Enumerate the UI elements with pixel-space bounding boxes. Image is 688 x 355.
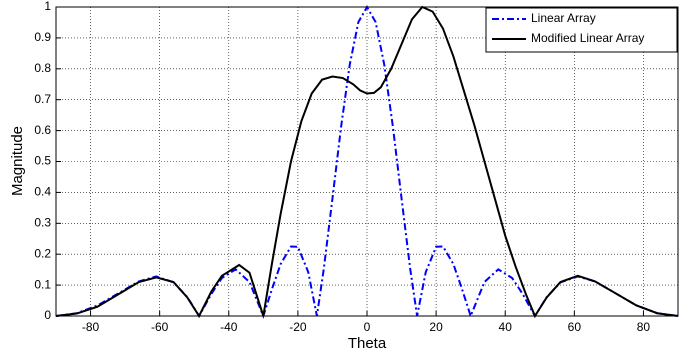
x-tick-label: 20 xyxy=(429,320,443,334)
y-tick-label: 0.3 xyxy=(34,215,51,229)
y-axis-label: Magnitude xyxy=(9,126,26,196)
x-tick-label: 80 xyxy=(637,320,651,334)
plot-frame xyxy=(55,6,679,317)
legend: Linear Array Modified Linear Array xyxy=(485,7,678,53)
y-tick-label: 0.1 xyxy=(34,277,51,291)
y-tick-label: 0 xyxy=(44,308,51,322)
y-tick-label: 0.8 xyxy=(34,61,51,75)
series-line xyxy=(55,5,679,319)
y-tick-label: 0.5 xyxy=(34,154,51,168)
x-tick-label: 40 xyxy=(499,320,513,334)
y-tick-label: 0.9 xyxy=(34,30,51,44)
y-tick-label: 0.7 xyxy=(34,92,51,106)
y-tick-label: 1 xyxy=(44,0,51,13)
x-tick-label: -40 xyxy=(220,320,238,334)
y-tick-label: 0.4 xyxy=(34,185,51,199)
legend-label: Modified Linear Array xyxy=(531,31,644,45)
x-axis-label: Theta xyxy=(348,335,387,352)
x-tick-label: -80 xyxy=(82,320,100,334)
y-tick-label: 0.6 xyxy=(34,123,51,137)
x-tick-label: -60 xyxy=(151,320,169,334)
x-tick-label: 60 xyxy=(568,320,582,334)
y-tick-label: 0.2 xyxy=(34,246,51,260)
x-tick-label: -20 xyxy=(289,320,307,334)
legend-label: Linear Array xyxy=(531,11,596,25)
x-tick-label: 0 xyxy=(364,320,371,334)
legend-box xyxy=(485,7,678,53)
